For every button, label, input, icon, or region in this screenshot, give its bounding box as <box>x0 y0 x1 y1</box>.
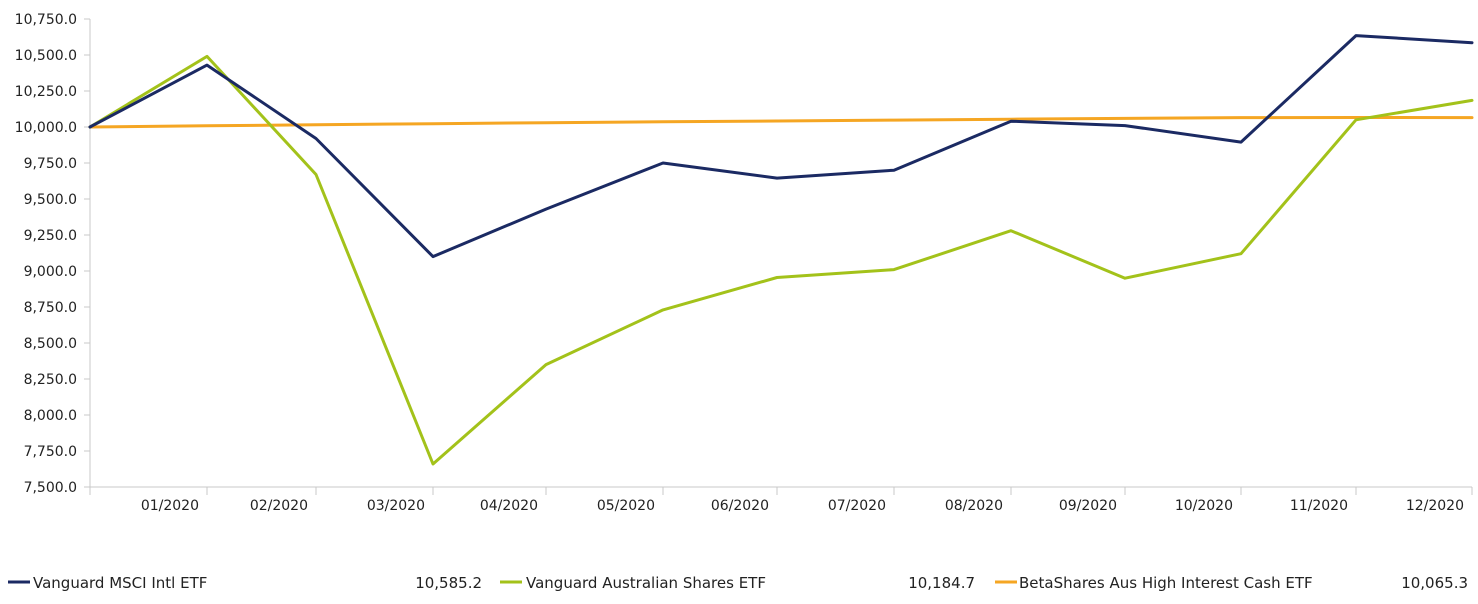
y-tick-label: 9,000.0 <box>24 264 77 280</box>
legend-label: BetaShares Aus High Interest Cash ETF <box>1019 574 1313 592</box>
series-line <box>88 54 1474 466</box>
x-tick-label: 10/2020 <box>1175 498 1233 514</box>
series-lines <box>88 34 1474 466</box>
y-axis: 7,500.0 7,750.0 8,000.0 8,250.0 8,500.0 8,750… <box>15 12 91 496</box>
series-line <box>88 34 1474 259</box>
legend-value: 10,184.7 <box>908 574 975 592</box>
x-tick-label: 01/2020 <box>141 498 199 514</box>
y-tick-label: 8,250.0 <box>24 372 77 388</box>
x-tick-label: 08/2020 <box>945 498 1003 514</box>
x-axis: 01/2020 02/2020 03/2020 04/2020 05/2020 06/20… <box>89 486 1473 514</box>
legend-label: Vanguard Australian Shares ETF <box>526 574 766 592</box>
legend: Vanguard MSCI Intl ETF 10,585.2 Vanguard A… <box>8 574 1468 592</box>
x-tick-label: 09/2020 <box>1059 498 1117 514</box>
y-tick-label: 10,250.0 <box>15 84 77 100</box>
y-tick-label: 8,500.0 <box>24 336 77 352</box>
x-tick-label: 06/2020 <box>711 498 769 514</box>
y-tick-label: 10,750.0 <box>15 12 77 28</box>
x-tick-label: 07/2020 <box>828 498 886 514</box>
legend-value: 10,585.2 <box>415 574 482 592</box>
x-tick-label: 02/2020 <box>250 498 308 514</box>
legend-value: 10,065.3 <box>1401 574 1468 592</box>
legend-label: Vanguard MSCI Intl ETF <box>33 574 207 592</box>
series-line <box>88 116 1474 129</box>
x-tick-label: 11/2020 <box>1290 498 1348 514</box>
y-tick-label: 10,500.0 <box>15 48 77 64</box>
y-tick-label: 9,750.0 <box>24 156 77 172</box>
y-tick-label: 8,750.0 <box>24 300 77 316</box>
y-tick-label: 10,000.0 <box>15 120 77 136</box>
x-tick-label: 12/2020 <box>1406 498 1464 514</box>
x-tick-label: 04/2020 <box>480 498 538 514</box>
y-tick-label: 7,500.0 <box>24 480 77 496</box>
y-tick-label: 9,250.0 <box>24 228 77 244</box>
y-tick-label: 9,500.0 <box>24 192 77 208</box>
x-tick-label: 03/2020 <box>367 498 425 514</box>
y-tick-label: 7,750.0 <box>24 444 77 460</box>
x-tick-label: 05/2020 <box>597 498 655 514</box>
y-tick-label: 8,000.0 <box>24 408 77 424</box>
